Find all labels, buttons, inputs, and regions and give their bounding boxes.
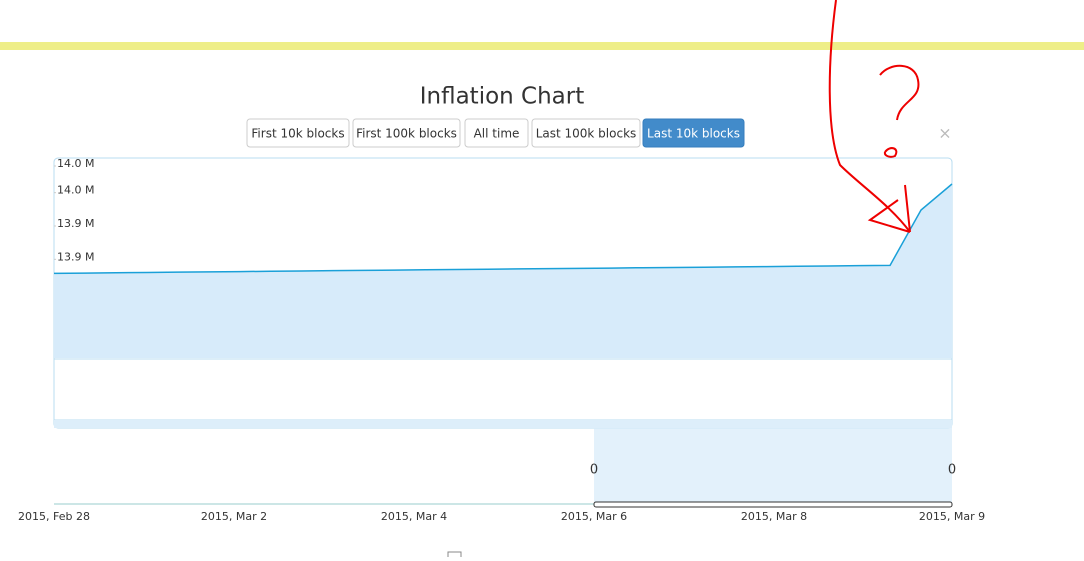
button-label[interactable]: First 100k blocks [356, 127, 457, 141]
button-label[interactable]: Last 100k blocks [536, 127, 637, 141]
area [54, 184, 952, 358]
y-tick-label: 13.9 M [57, 250, 94, 263]
x-tick-label: 2015, Feb 28 [18, 510, 90, 523]
x-tick-label: 2015, Mar 6 [561, 510, 627, 523]
x-tick-label: 2015, Mar 9 [919, 510, 985, 523]
navigator-selection[interactable] [594, 428, 952, 504]
y-tick-label: 14.0 M [57, 184, 94, 197]
y-tick-label: 14.0 M [57, 157, 94, 170]
button[interactable] [246, 118, 350, 148]
button-group: First 10k blocks First 100k blocks All tim… [246, 118, 745, 148]
button[interactable] [642, 118, 745, 148]
plot: 13.7 M13.8 M13.8 M13.9 M13.9 M14.0 M14.0… [53, 157, 953, 358]
chart-title: Inflation Chart [420, 84, 585, 110]
x-tick-label: 2015, Mar 2 [201, 510, 267, 523]
x-tick-label: 2015, Mar 8 [741, 510, 807, 523]
scrollbar[interactable] [54, 420, 952, 428]
x-tick-label: 2015, Mar 4 [381, 510, 447, 523]
button[interactable] [464, 118, 529, 148]
button-label[interactable]: First 10k blocks [251, 127, 344, 141]
line [53, 183, 953, 275]
navigator-handle[interactable]: 0 [590, 463, 598, 478]
navigator-scrollbar[interactable] [593, 501, 953, 508]
button-label[interactable]: Last 10k blocks [647, 127, 740, 141]
navigator-handle[interactable]: 0 [948, 463, 956, 478]
close-button[interactable]: × [938, 124, 951, 143]
notice-bar [0, 42, 1084, 50]
y-tick-label: 13.9 M [57, 217, 94, 230]
checkbox[interactable] [447, 551, 462, 561]
navigator-labels: 2015, Feb 28 2015, Mar 2 2015, Mar 4 2015, … [18, 510, 985, 523]
annotation [828, 0, 920, 233]
button[interactable] [531, 118, 641, 148]
button[interactable] [352, 118, 461, 148]
button-label[interactable]: All time [474, 127, 520, 141]
